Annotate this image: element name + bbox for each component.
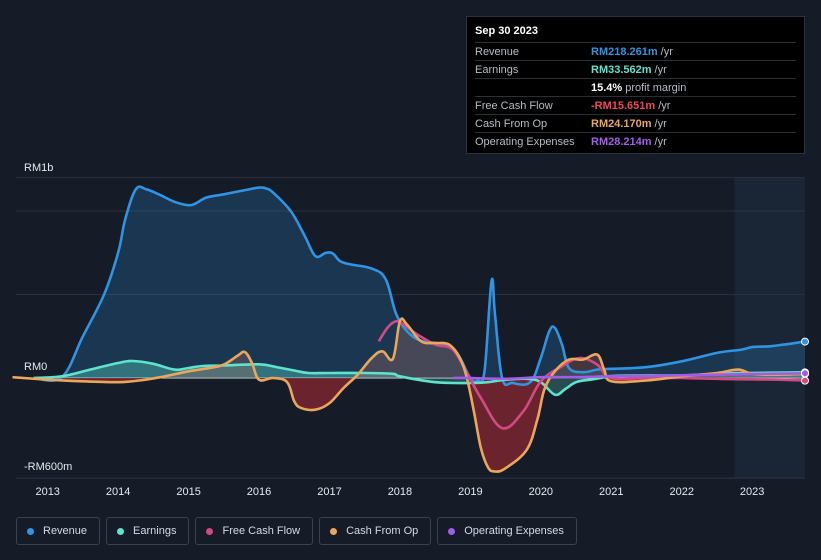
forecast-region xyxy=(734,178,805,478)
operating-expenses-endpoint xyxy=(801,369,809,378)
operating-expenses-line xyxy=(452,372,806,381)
tooltip-row-unit: /yr xyxy=(654,117,667,130)
tooltip-row: Free Cash Flow -RM15.651m/yr xyxy=(475,96,796,114)
cash-from-op-line xyxy=(12,317,806,473)
revenue-line xyxy=(33,185,806,387)
free-cash-flow-endpoint xyxy=(801,376,809,385)
y-label-zero: RM0 xyxy=(24,361,47,373)
series-lines xyxy=(12,185,806,473)
tooltip-row-unit: /yr xyxy=(660,45,673,58)
x-axis-ticks: 2013 2014 2015 2016 2017 2018 2019 2020 2021 2022… xyxy=(35,486,764,498)
tooltip-row-value: 15.4% xyxy=(591,81,623,94)
cash-from-op-area-positive xyxy=(12,318,805,378)
legend-dot-icon xyxy=(448,527,456,535)
legend: Revenue Earnings Free Cash Flow Cash From O… xyxy=(16,517,577,545)
x-tick-label: 2016 xyxy=(247,486,271,498)
tooltip-row-value: RM28.214m xyxy=(591,135,652,148)
tooltip-row-value: RM218.261m xyxy=(591,45,658,58)
tooltip-row-unit: /yr xyxy=(658,99,671,112)
x-tick-label: 2017 xyxy=(317,486,341,498)
x-tick-label: 2014 xyxy=(106,486,130,498)
tooltip-row: Cash From Op RM24.170m/yr xyxy=(475,114,796,132)
revenue-area-positive xyxy=(33,186,805,378)
tooltip-row-label: Earnings xyxy=(475,63,519,76)
tooltip-panel: Sep 30 2023 Revenue RM218.261m/yr Earnings… xyxy=(466,16,805,154)
x-tick-label: 2015 xyxy=(176,486,200,498)
tooltip-row-value: RM33.562m xyxy=(591,63,652,76)
legend-item-revenue[interactable]: Revenue xyxy=(16,517,101,545)
series-areas xyxy=(12,186,805,472)
x-tick-label: 2022 xyxy=(669,486,693,498)
tooltip-row: Revenue RM218.261m/yr xyxy=(475,42,796,60)
tooltip-row: Earnings RM33.562m/yr xyxy=(475,60,796,78)
legend-dot-icon xyxy=(27,527,34,535)
legend-label: Cash From Op xyxy=(346,525,419,537)
legend-item-operating-expenses[interactable]: Operating Expenses xyxy=(437,517,577,545)
series-endpoints xyxy=(801,337,809,385)
tooltip-row-value: RM24.170m xyxy=(591,117,652,130)
tooltip-row-label: Cash From Op xyxy=(475,117,548,130)
legend-label: Earnings xyxy=(133,525,177,537)
tooltip-row-unit: profit margin xyxy=(625,81,687,94)
tooltip-row-unit: /yr xyxy=(654,63,667,76)
x-tick-label: 2021 xyxy=(599,486,623,498)
tooltip-row-value: -RM15.651m xyxy=(591,99,656,112)
x-tick-label: 2023 xyxy=(740,486,764,498)
legend-label: Operating Expenses xyxy=(464,525,564,537)
x-tick-label: 2018 xyxy=(388,486,412,498)
legend-label: Revenue xyxy=(43,525,88,537)
tooltip-row-label: Operating Expenses xyxy=(475,135,575,148)
y-label-top: RM1b xyxy=(24,162,53,174)
tooltip-date: Sep 30 2023 xyxy=(475,25,538,37)
tooltip-row-label: Free Cash Flow xyxy=(475,99,553,112)
legend-label: Free Cash Flow xyxy=(222,525,301,537)
tooltip-rows: Revenue RM218.261m/yr Earnings RM33.562m/yr… xyxy=(475,42,796,150)
legend-dot-icon xyxy=(330,527,338,535)
legend-dot-icon xyxy=(206,527,214,535)
tooltip-row: Operating Expenses RM28.214m/yr xyxy=(475,132,796,150)
tooltip-row-label: Revenue xyxy=(475,45,520,58)
legend-item-earnings[interactable]: Earnings xyxy=(106,517,190,545)
x-tick-label: 2020 xyxy=(529,486,553,498)
tooltip-row: 15.4% profit margin xyxy=(475,78,796,96)
revenue-endpoint xyxy=(801,337,809,346)
x-tick-label: 2013 xyxy=(35,486,59,498)
earnings-area-positive xyxy=(33,360,805,378)
y-label-bottom: -RM600m xyxy=(24,461,72,473)
legend-item-cash-from-op[interactable]: Cash From Op xyxy=(319,517,432,545)
legend-dot-icon xyxy=(117,527,125,535)
legend-item-free-cash-flow[interactable]: Free Cash Flow xyxy=(195,517,314,545)
tooltip-row-unit: /yr xyxy=(654,135,667,148)
x-tick-label: 2019 xyxy=(458,486,482,498)
